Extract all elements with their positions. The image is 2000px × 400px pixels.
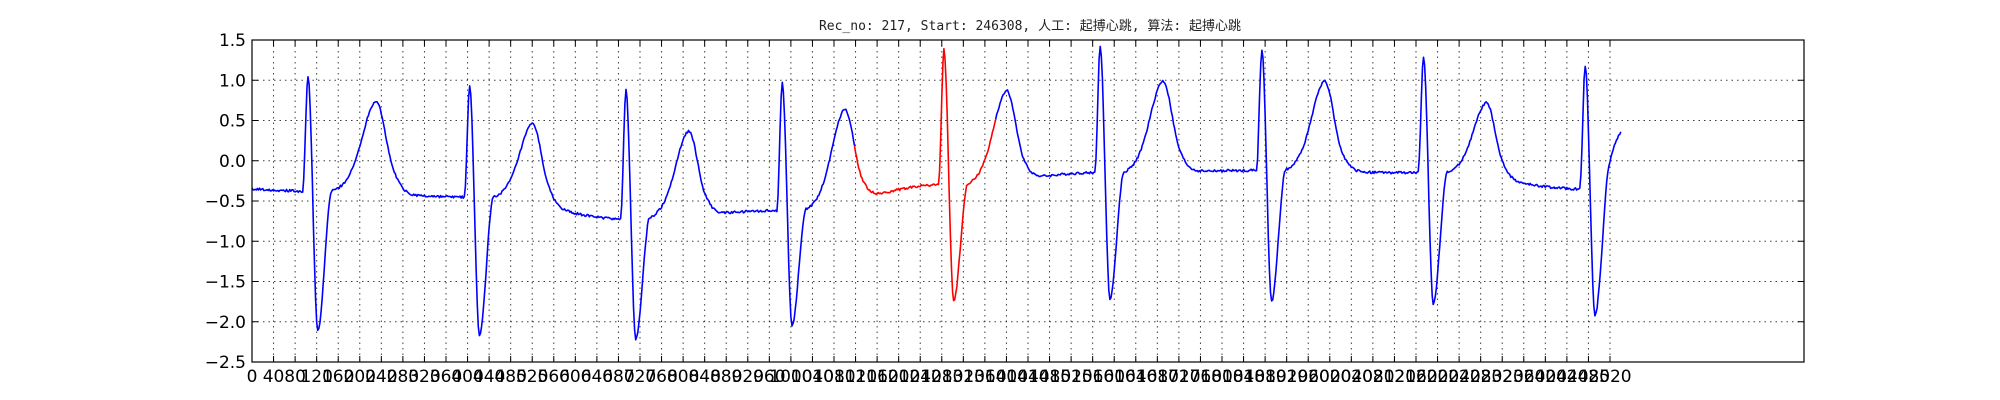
- x-tick-label: 720: [624, 367, 656, 387]
- x-tick-label: 1120: [834, 367, 877, 387]
- x-tick-label: 120: [300, 367, 332, 387]
- x-tick-label: 1880: [1243, 367, 1286, 387]
- x-tick-label: 1400: [985, 367, 1028, 387]
- x-tick-label: 600: [559, 367, 591, 387]
- x-tick-label: 920: [732, 367, 764, 387]
- x-tick-label: 240: [365, 367, 397, 387]
- x-tick-label: 560: [538, 367, 570, 387]
- x-tick-label: 2520: [1588, 367, 1631, 387]
- y-tick-label: 0.0: [219, 152, 246, 172]
- ecg-trace-segment: [994, 45, 1622, 317]
- x-tick-label: 360: [430, 367, 462, 387]
- axis-ticks: −2.5−2.0−1.5−1.0−0.50.00.51.01.50 40 80120…: [205, 31, 1804, 387]
- x-tick-label: 2040: [1330, 367, 1373, 387]
- x-tick-label: 0: [247, 367, 258, 387]
- x-tick-label: 1840: [1222, 367, 1265, 387]
- x-tick-label: 2120: [1373, 367, 1416, 387]
- x-tick-label: 680: [602, 367, 634, 387]
- x-tick-label: 1040: [791, 367, 834, 387]
- x-tick-label: 40: [263, 367, 285, 387]
- x-tick-label: 480: [494, 367, 526, 387]
- x-tick-label: 1280: [920, 367, 963, 387]
- x-tick-label: 280: [387, 367, 419, 387]
- x-tick-label: 840: [688, 367, 720, 387]
- x-tick-label: 520: [516, 367, 548, 387]
- y-tick-label: 1.5: [219, 31, 246, 51]
- x-tick-label: 1320: [942, 367, 985, 387]
- x-tick-label: 2200: [1416, 367, 1459, 387]
- x-tick-label: 880: [710, 367, 742, 387]
- series-layer: [251, 45, 1622, 341]
- x-tick-label: 2240: [1437, 367, 1480, 387]
- x-tick-label: 400: [451, 367, 483, 387]
- x-tick-label: 1800: [1200, 367, 1243, 387]
- x-tick-label: 2400: [1524, 367, 1567, 387]
- x-tick-label: 800: [667, 367, 699, 387]
- x-tick-label: 1960: [1287, 367, 1330, 387]
- x-tick-label: 1920: [1265, 367, 1308, 387]
- x-tick-label: 1000: [769, 367, 812, 387]
- plot-frame: [251, 39, 1805, 363]
- x-tick-label: 640: [581, 367, 613, 387]
- x-tick-label: 1600: [1093, 367, 1136, 387]
- grid-lines: [252, 40, 1804, 362]
- x-tick-label: 1760: [1179, 367, 1222, 387]
- x-tick-label: 320: [408, 367, 440, 387]
- y-tick-label: 0.5: [219, 112, 246, 132]
- ecg-trace-highlighted-beat: [853, 47, 997, 302]
- x-tick-label: 1160: [855, 367, 898, 387]
- x-tick-label: 2160: [1394, 367, 1437, 387]
- x-tick-label: 2320: [1481, 367, 1524, 387]
- y-tick-label: 1.0: [219, 71, 246, 91]
- x-tick-label: 1680: [1136, 367, 1179, 387]
- x-tick-label: 2000: [1308, 367, 1351, 387]
- y-tick-label: −1.0: [205, 232, 246, 252]
- y-tick-label: −1.5: [205, 273, 246, 293]
- y-tick-label: −2.5: [205, 353, 246, 373]
- x-tick-label: 1480: [1028, 367, 1071, 387]
- x-tick-label: 1080: [812, 367, 855, 387]
- x-tick-label: 440: [473, 367, 505, 387]
- x-tick-label: 2440: [1545, 367, 1588, 387]
- x-tick-label: 2280: [1459, 367, 1502, 387]
- x-tick-label: 1240: [899, 367, 942, 387]
- x-tick-label: 1360: [963, 367, 1006, 387]
- x-tick-label: 1200: [877, 367, 920, 387]
- x-tick-label: 2080: [1351, 367, 1394, 387]
- x-tick-label: 760: [645, 367, 677, 387]
- x-tick-label: 1560: [1071, 367, 1114, 387]
- x-tick-label: 2360: [1502, 367, 1545, 387]
- chart-title: Rec_no: 217, Start: 246308, 人工: 起搏心跳, 算法…: [819, 18, 1241, 34]
- x-tick-label: 200: [344, 367, 376, 387]
- y-tick-label: −2.0: [205, 313, 246, 333]
- x-tick-label: 1520: [1049, 367, 1092, 387]
- x-tick-label: 960: [753, 367, 785, 387]
- y-tick-label: −0.5: [205, 192, 246, 212]
- x-tick-label: 80: [284, 367, 306, 387]
- x-tick-label: 160: [322, 367, 354, 387]
- x-tick-label: 1720: [1157, 367, 1200, 387]
- ecg-trace-segment: [251, 76, 856, 341]
- x-tick-label: 2480: [1567, 367, 1610, 387]
- x-tick-label: 1640: [1114, 367, 1157, 387]
- x-tick-label: 1440: [1006, 367, 1049, 387]
